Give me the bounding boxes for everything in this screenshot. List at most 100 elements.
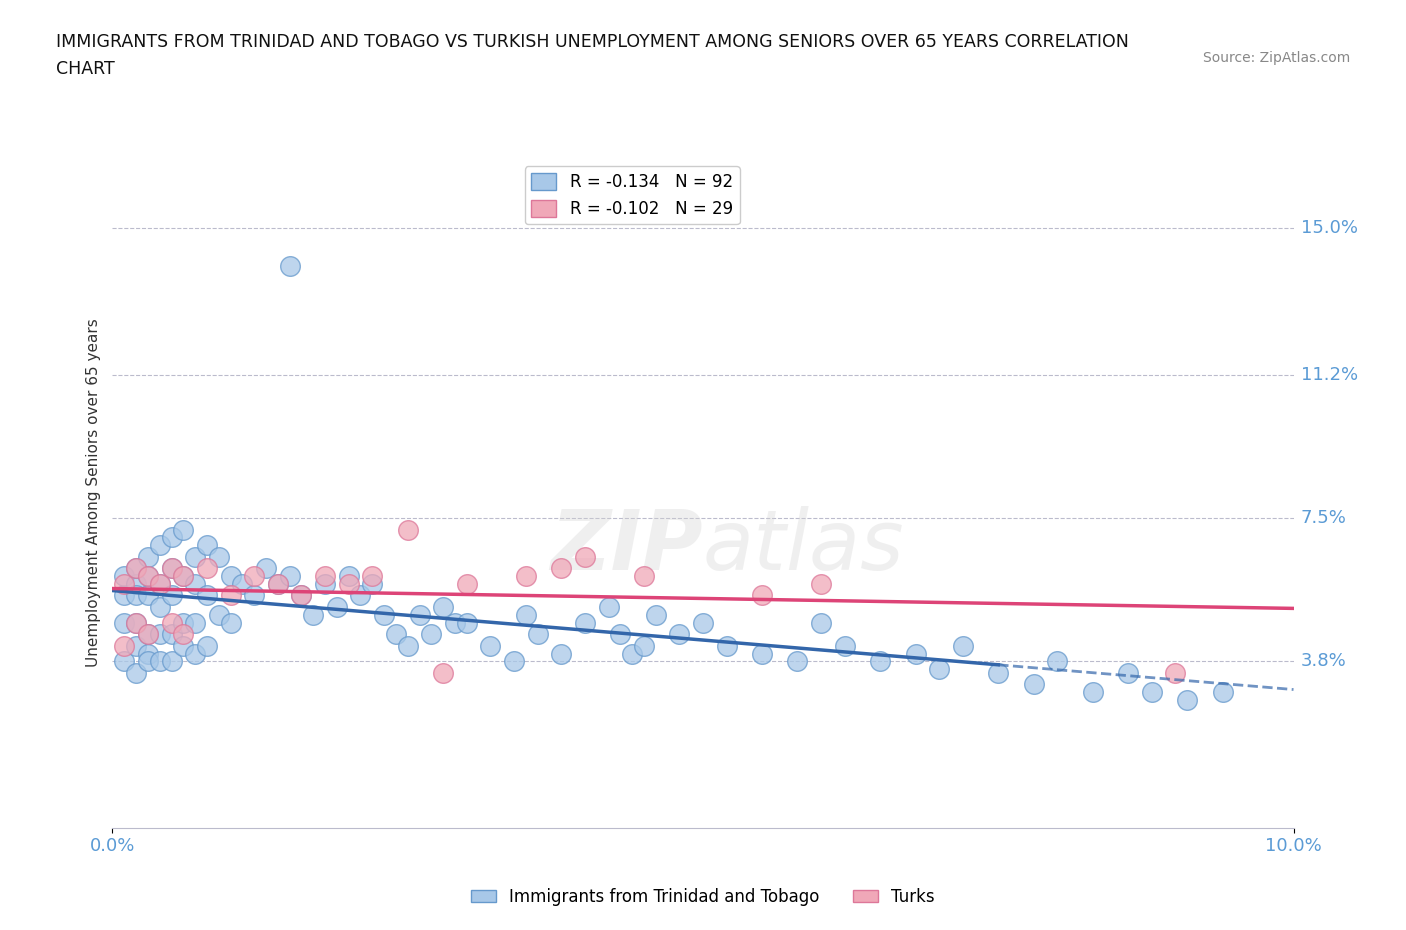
Point xyxy=(184,577,207,591)
Point xyxy=(751,588,773,603)
Point xyxy=(987,666,1010,681)
Point xyxy=(1081,684,1104,699)
Text: IMMIGRANTS FROM TRINIDAD AND TOBAGO VS TURKISH UNEMPLOYMENT AMONG SENIORS OVER 6: IMMIGRANTS FROM TRINIDAD AND TOBAGO VS T… xyxy=(56,33,1129,50)
Point xyxy=(254,561,277,576)
Point xyxy=(349,588,371,603)
Point xyxy=(432,600,454,615)
Point xyxy=(172,627,194,642)
Point xyxy=(621,646,644,661)
Point xyxy=(149,577,172,591)
Point xyxy=(1116,666,1139,681)
Point xyxy=(184,646,207,661)
Point xyxy=(195,538,218,552)
Text: ZIP: ZIP xyxy=(550,506,703,587)
Text: 3.8%: 3.8% xyxy=(1301,652,1347,671)
Point xyxy=(751,646,773,661)
Point xyxy=(716,638,738,653)
Legend: R = -0.134   N = 92, R = -0.102   N = 29: R = -0.134 N = 92, R = -0.102 N = 29 xyxy=(524,166,740,224)
Point xyxy=(1140,684,1163,699)
Point xyxy=(184,550,207,565)
Point xyxy=(337,577,360,591)
Point xyxy=(231,577,253,591)
Point xyxy=(1022,677,1045,692)
Point xyxy=(149,600,172,615)
Point xyxy=(1164,666,1187,681)
Point xyxy=(337,568,360,583)
Point xyxy=(112,615,135,630)
Point xyxy=(444,615,467,630)
Point xyxy=(125,577,148,591)
Point xyxy=(172,523,194,538)
Point xyxy=(302,607,325,622)
Point xyxy=(290,588,312,603)
Point xyxy=(314,577,336,591)
Point xyxy=(195,561,218,576)
Point xyxy=(125,638,148,653)
Point xyxy=(1175,693,1198,708)
Point xyxy=(267,577,290,591)
Point xyxy=(786,654,808,669)
Point xyxy=(326,600,349,615)
Point xyxy=(160,561,183,576)
Point xyxy=(503,654,526,669)
Point xyxy=(112,638,135,653)
Text: CHART: CHART xyxy=(56,60,115,78)
Point xyxy=(278,259,301,274)
Point xyxy=(456,577,478,591)
Point xyxy=(515,568,537,583)
Point xyxy=(692,615,714,630)
Point xyxy=(172,568,194,583)
Point xyxy=(526,627,548,642)
Point xyxy=(125,666,148,681)
Point xyxy=(1212,684,1234,699)
Point xyxy=(928,661,950,676)
Text: Source: ZipAtlas.com: Source: ZipAtlas.com xyxy=(1202,51,1350,65)
Point xyxy=(136,646,159,661)
Point xyxy=(420,627,443,642)
Point xyxy=(172,638,194,653)
Point xyxy=(160,627,183,642)
Point xyxy=(385,627,408,642)
Point xyxy=(550,646,572,661)
Point xyxy=(644,607,666,622)
Point xyxy=(396,523,419,538)
Point xyxy=(633,638,655,653)
Point xyxy=(361,577,384,591)
Point xyxy=(112,654,135,669)
Point xyxy=(574,550,596,565)
Point xyxy=(136,627,159,642)
Y-axis label: Unemployment Among Seniors over 65 years: Unemployment Among Seniors over 65 years xyxy=(86,318,101,668)
Point xyxy=(515,607,537,622)
Point xyxy=(160,654,183,669)
Point xyxy=(1046,654,1069,669)
Point xyxy=(160,615,183,630)
Point xyxy=(574,615,596,630)
Point xyxy=(314,568,336,583)
Point xyxy=(278,568,301,583)
Point xyxy=(456,615,478,630)
Point xyxy=(598,600,620,615)
Point xyxy=(112,568,135,583)
Point xyxy=(219,588,242,603)
Point xyxy=(633,568,655,583)
Point xyxy=(149,538,172,552)
Point xyxy=(243,588,266,603)
Point xyxy=(125,615,148,630)
Point xyxy=(160,530,183,545)
Point xyxy=(149,654,172,669)
Point xyxy=(160,588,183,603)
Point xyxy=(432,666,454,681)
Text: 7.5%: 7.5% xyxy=(1301,509,1347,527)
Point xyxy=(609,627,631,642)
Point xyxy=(208,550,231,565)
Point xyxy=(125,588,148,603)
Point xyxy=(136,588,159,603)
Point xyxy=(550,561,572,576)
Point xyxy=(195,638,218,653)
Point xyxy=(149,577,172,591)
Legend: Immigrants from Trinidad and Tobago, Turks: Immigrants from Trinidad and Tobago, Tur… xyxy=(464,881,942,912)
Point xyxy=(408,607,430,622)
Point xyxy=(810,577,832,591)
Point xyxy=(904,646,927,661)
Point xyxy=(136,654,159,669)
